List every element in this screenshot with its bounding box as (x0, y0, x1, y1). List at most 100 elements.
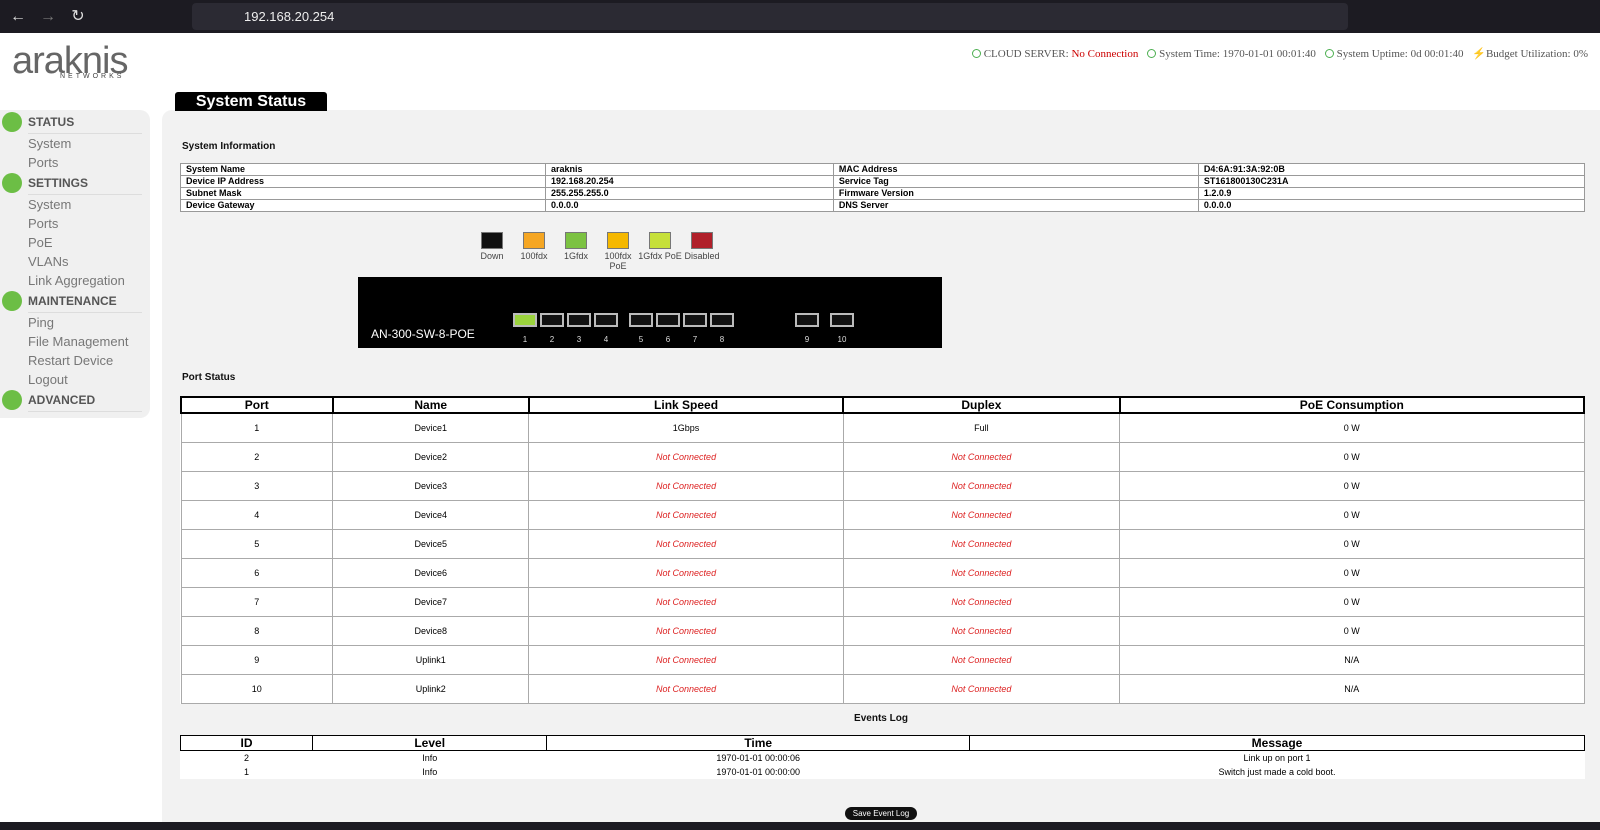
table-cell: Not Connected (528, 645, 844, 675)
legend-swatch (523, 232, 545, 249)
sidebar-link[interactable]: Restart Device (28, 353, 114, 368)
switch-model: AN-300-SW-8-POE (371, 327, 475, 341)
sidebar-link[interactable]: System (28, 197, 72, 212)
port-number: 3 (576, 335, 582, 344)
url-bar[interactable]: 192.168.20.254 (192, 3, 1348, 30)
table-cell: Link up on port 1 (1243, 753, 1311, 763)
table-cell: ST161800130C231A (1197, 175, 1586, 188)
table-cell: 0 W (1119, 412, 1585, 443)
switch-port[interactable] (830, 313, 854, 327)
switch-port[interactable] (567, 313, 591, 327)
switch-port[interactable] (513, 313, 537, 327)
table-row: Subnet Mask 255.255.255.0 Firmware Version… (179, 187, 1586, 200)
table-row: Device IP Address 192.168.20.254 Service T… (179, 175, 1586, 188)
sidebar-section[interactable]: STATUS (2, 111, 142, 134)
table-cell: Subnet Mask (179, 187, 547, 200)
table-cell: Not Connected (842, 442, 1121, 472)
uptime-value: 0d 00:01:40 (1410, 48, 1464, 60)
table-cell: Not Connected (842, 587, 1121, 617)
table-cell: Not Connected (842, 529, 1121, 559)
table-row: 9 Uplink1 Not Connected Not Connected N/A (180, 645, 1585, 675)
legend-label: Disabled (684, 251, 720, 261)
legend-item: 100fdx (512, 232, 556, 261)
legend-swatch (565, 232, 587, 249)
header-row: Port Name Link Speed Duplex PoE Consumption (180, 396, 1586, 414)
table-cell: Device1 (332, 412, 530, 443)
port-number: 6 (665, 335, 671, 344)
cloud-value: No Connection (1071, 48, 1139, 60)
switch-port[interactable] (656, 313, 680, 327)
section-icon (2, 291, 22, 311)
sidebar-link[interactable]: VLANs (28, 254, 69, 269)
column-header: Level (311, 735, 548, 751)
taskbar (0, 822, 1600, 830)
switch-port[interactable] (629, 313, 653, 327)
sidebar-link[interactable]: File Management (28, 334, 129, 349)
table-row: 4 Device4 Not Connected Not Connected 0 W (180, 500, 1585, 530)
table-cell: Not Connected (842, 558, 1121, 588)
sidebar-link[interactable]: Ports (28, 155, 59, 170)
table-cell: 10 (180, 674, 334, 704)
sidebar-section[interactable]: SETTINGS (2, 172, 142, 195)
table-cell: 4 (180, 500, 334, 530)
legend-label: 100fdx PoE (604, 251, 632, 271)
column-header: Link Speed (527, 396, 845, 414)
table-cell: 8 (180, 616, 334, 646)
section-icon (2, 390, 22, 410)
sidebar-link[interactable]: Link Aggregation (28, 273, 125, 288)
sidebar-link[interactable]: Ping (28, 315, 55, 330)
table-cell: 1 (180, 412, 334, 443)
table-cell: Not Connected (528, 471, 844, 501)
column-header: PoE Consumption (1118, 396, 1586, 414)
table-cell: 0 W (1119, 587, 1585, 617)
table-row: 1 Info 1970-01-01 00:00:00 Switch just made… (181, 765, 1585, 779)
sidebar-section[interactable]: MAINTENANCE (2, 290, 142, 313)
table-cell: 0 W (1119, 529, 1585, 559)
table-cell: araknis (545, 163, 834, 176)
sidebar-section[interactable]: ADVANCED (2, 389, 142, 412)
sidebar-link[interactable]: PoE (28, 235, 53, 250)
save-event-log-button[interactable]: Save Event Log (845, 807, 917, 820)
table-cell: Switch just made a cold boot. (1218, 767, 1336, 777)
cloud-icon (971, 49, 981, 58)
switch-port[interactable] (594, 313, 618, 327)
page-title: System Status (175, 92, 327, 111)
legend-label: 100fdx (520, 251, 548, 261)
column-header: Port (180, 396, 334, 414)
legend-label: Down (480, 251, 504, 261)
reload-button[interactable]: ↻ (71, 8, 85, 25)
port-number: 7 (692, 335, 698, 344)
column-header: Duplex (842, 396, 1121, 414)
table-cell: 0 W (1119, 500, 1585, 530)
switch-port[interactable] (795, 313, 819, 327)
table-cell: System Name (179, 163, 547, 176)
forward-button[interactable]: → (40, 8, 56, 25)
table-cell: 0 W (1119, 442, 1585, 472)
switch-port[interactable] (540, 313, 564, 327)
table-row: 5 Device5 Not Connected Not Connected 0 W (180, 529, 1585, 559)
table-cell: 0 W (1119, 558, 1585, 588)
table-row: 10 Uplink2 Not Connected Not Connected N/A (180, 674, 1585, 704)
switch-port[interactable] (683, 313, 707, 327)
table-cell: Device7 (332, 587, 530, 617)
events-log-table: ID Level Time Message 2 Info 1970-01-01 00:00:… (180, 735, 1585, 779)
section-title: Port Status (182, 372, 236, 383)
sidebar-link[interactable]: Ports (28, 216, 59, 231)
back-button[interactable]: ← (10, 8, 26, 25)
clock-icon (1324, 49, 1334, 58)
port-number: 9 (804, 335, 810, 344)
table-cell: Not Connected (842, 645, 1121, 675)
switch-port[interactable] (710, 313, 734, 327)
legend-swatch (691, 232, 713, 249)
table-cell: Not Connected (528, 587, 844, 617)
table-cell: 5 (180, 529, 334, 559)
table-cell: D4:6A:91:3A:92:0B (1197, 163, 1586, 176)
table-cell: N/A (1119, 645, 1585, 675)
legend-item: Down (470, 232, 514, 261)
table-cell: Device6 (332, 558, 530, 588)
sidebar-link[interactable]: Logout (28, 372, 68, 387)
legend-swatch (649, 232, 671, 249)
section-icon (2, 173, 22, 193)
port-status-table: Port Name Link Speed Duplex PoE Consumption 1… (180, 396, 1586, 704)
sidebar-link[interactable]: System (28, 136, 72, 151)
